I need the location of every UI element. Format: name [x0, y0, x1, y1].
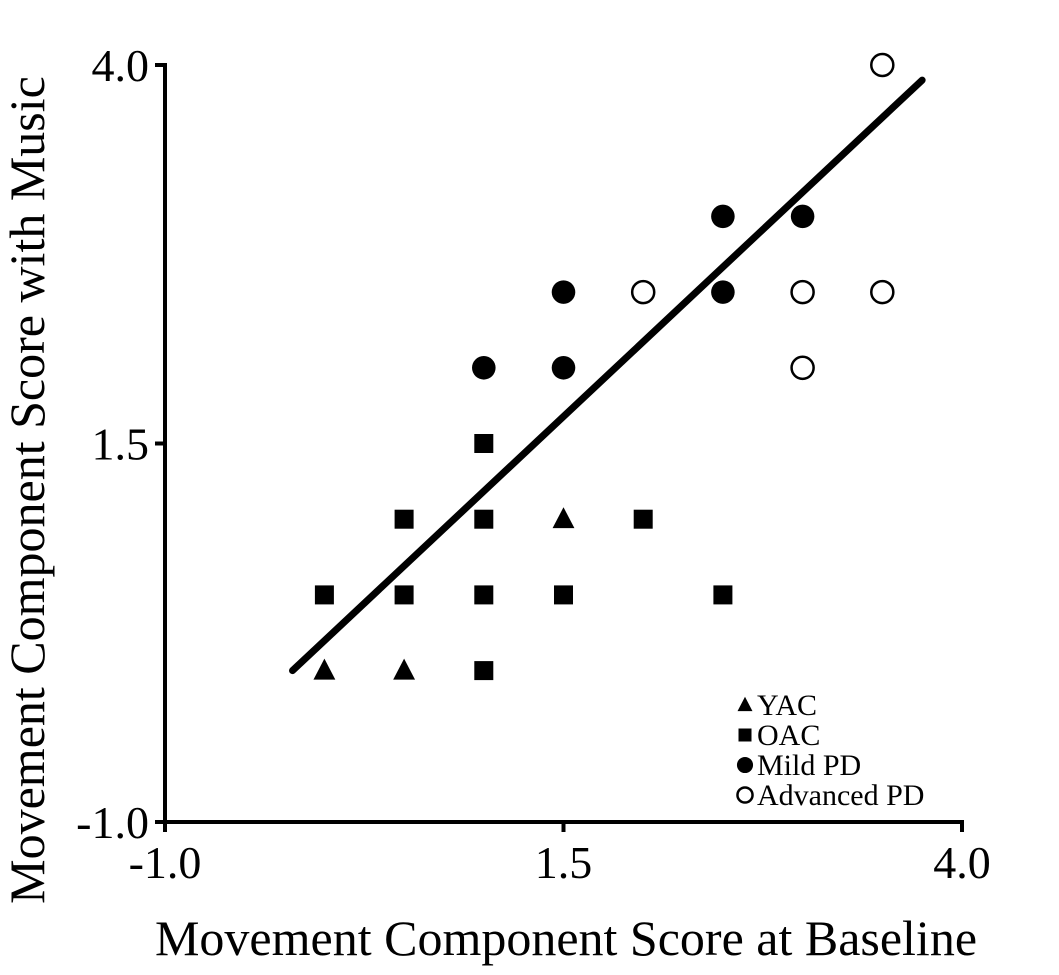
regression-line	[289, 76, 926, 675]
oac-marker	[394, 509, 414, 529]
y-tick-label: -1.0	[76, 797, 149, 848]
y-tick-label: 1.5	[92, 419, 150, 470]
yac-marker	[737, 696, 753, 712]
oac-marker	[474, 509, 494, 529]
oac-marker	[474, 585, 494, 605]
yac-marker	[313, 658, 336, 680]
advanced-pd-marker	[790, 355, 815, 381]
x-tick-label: 4.0	[933, 837, 991, 888]
axes	[163, 63, 964, 824]
legend-label: OAC	[757, 719, 820, 752]
advanced-pd-marker	[736, 786, 754, 804]
oac-marker	[713, 585, 733, 605]
x-axis-title: Movement Component Score at Baseline	[155, 910, 977, 966]
oac-marker	[474, 661, 494, 681]
advanced-pd-marker	[870, 52, 895, 78]
x-tick-label: -1.0	[129, 837, 202, 888]
mild-pd-marker	[711, 204, 735, 229]
mild-pd-marker	[711, 280, 735, 304]
mild-pd-marker	[551, 280, 576, 304]
mild-pd-marker	[736, 756, 754, 774]
yac-marker	[393, 658, 416, 680]
oac-marker	[314, 585, 334, 605]
x-tick-label: 1.5	[535, 837, 593, 888]
advanced-pd-marker	[790, 279, 815, 305]
data-markers	[313, 52, 895, 681]
y-axis-title: Movement Component Score with Music	[0, 76, 55, 904]
oac-marker	[474, 434, 494, 453]
legend-label: Advanced PD	[757, 779, 924, 812]
y-tick-label: 4.0	[92, 40, 150, 91]
oac-marker	[738, 728, 752, 742]
tick-group: -1.0 1.5 4.0 -1.0 1.5 4.0	[76, 40, 991, 888]
yac-marker	[552, 507, 575, 529]
legend-label: Mild PD	[757, 749, 861, 782]
mild-pd-marker	[790, 204, 815, 229]
legend-label: YAC	[757, 689, 817, 722]
trend-line-group	[289, 76, 926, 675]
oac-marker	[633, 509, 653, 529]
advanced-pd-marker	[870, 279, 895, 305]
mild-pd-marker	[472, 356, 496, 380]
advanced-pd-marker	[630, 279, 656, 305]
oac-marker	[554, 585, 573, 605]
mild-pd-marker	[551, 356, 576, 380]
oac-marker	[394, 585, 414, 605]
